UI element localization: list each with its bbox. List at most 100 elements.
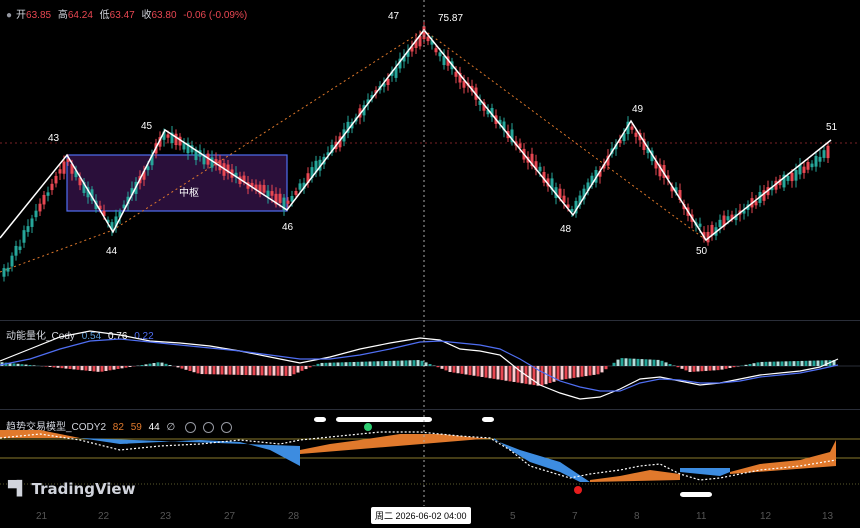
histogram-bar bbox=[676, 366, 680, 368]
candle-body bbox=[570, 208, 574, 213]
candle-body bbox=[634, 132, 638, 137]
toggle-circle-icon[interactable] bbox=[203, 421, 215, 433]
histogram-bar bbox=[188, 366, 192, 371]
trend-area-positive bbox=[0, 430, 836, 482]
histogram-bar bbox=[644, 359, 648, 366]
candle-body bbox=[330, 144, 334, 153]
candle-body bbox=[770, 187, 774, 191]
histogram-bar bbox=[572, 366, 576, 378]
candle-body bbox=[582, 188, 586, 200]
price-chart[interactable] bbox=[0, 0, 860, 320]
toggle-circle-icon[interactable] bbox=[221, 421, 233, 433]
x-tick: 8 bbox=[634, 511, 640, 522]
candle-body bbox=[826, 145, 830, 159]
histogram-bar bbox=[540, 366, 544, 386]
momentum-indicator[interactable] bbox=[0, 321, 860, 409]
histogram-bar bbox=[148, 363, 152, 366]
candle-body bbox=[370, 95, 374, 99]
histogram-bar bbox=[128, 366, 132, 367]
candle-body bbox=[642, 138, 646, 150]
candle-body bbox=[142, 171, 146, 180]
candle-body bbox=[454, 71, 458, 77]
candle-body bbox=[422, 26, 426, 40]
histogram-bar bbox=[272, 366, 276, 376]
histogram-bar bbox=[516, 366, 520, 383]
candle-body bbox=[262, 185, 266, 193]
histogram-bar bbox=[416, 360, 420, 366]
histogram-bar bbox=[232, 366, 236, 375]
histogram-bar bbox=[748, 364, 752, 366]
candle-body bbox=[174, 133, 178, 146]
histogram-bar bbox=[356, 361, 360, 366]
toggle-circle-icon[interactable] bbox=[185, 421, 197, 433]
histogram-bar bbox=[600, 366, 604, 373]
histogram-bar bbox=[216, 366, 220, 375]
histogram-bar bbox=[448, 366, 452, 372]
trend-model-indicator[interactable] bbox=[0, 410, 860, 506]
indicator1-legend[interactable]: 动能量化_Cody 0.54 0.76 0.22 bbox=[6, 327, 158, 342]
histogram-bar bbox=[812, 360, 816, 366]
candle-body bbox=[82, 182, 86, 193]
histogram-bar bbox=[712, 366, 716, 371]
histogram-bar bbox=[332, 362, 336, 366]
candle-body bbox=[58, 169, 62, 174]
candle-body bbox=[674, 187, 678, 193]
x-tick: 7 bbox=[572, 511, 578, 522]
pane-separator[interactable] bbox=[0, 409, 860, 410]
histogram-bar bbox=[372, 361, 376, 366]
candle-body bbox=[2, 268, 6, 277]
histogram-bar bbox=[596, 366, 600, 375]
histogram-bar bbox=[564, 366, 568, 380]
histogram-bar bbox=[732, 366, 736, 368]
histogram-bar bbox=[624, 358, 628, 366]
candle-body bbox=[22, 230, 26, 243]
histogram-bar bbox=[144, 364, 148, 366]
candle-body bbox=[170, 132, 174, 144]
candle-body bbox=[54, 175, 58, 184]
histogram-bar bbox=[212, 366, 216, 375]
histogram-bar bbox=[568, 366, 572, 379]
histogram-bar bbox=[744, 364, 748, 366]
histogram-bar bbox=[492, 366, 496, 379]
histogram-bar bbox=[8, 363, 12, 366]
candle-body bbox=[326, 152, 330, 156]
histogram-bar bbox=[488, 366, 492, 379]
histogram-bar bbox=[292, 366, 296, 375]
x-tick: 23 bbox=[160, 511, 172, 522]
histogram-bar bbox=[832, 360, 836, 366]
candle-body bbox=[726, 216, 730, 221]
candle-body bbox=[214, 159, 218, 166]
label-48: 48 bbox=[560, 224, 572, 235]
candle-body bbox=[794, 169, 798, 181]
visibility-dot-icon[interactable]: ● bbox=[6, 10, 13, 21]
candle-body bbox=[62, 161, 66, 174]
candle-body bbox=[622, 133, 626, 141]
histogram-bar bbox=[440, 366, 444, 369]
indicator2-v1: 82 bbox=[112, 422, 124, 433]
histogram-bar bbox=[176, 366, 180, 368]
bi-zigzag-line bbox=[0, 28, 832, 242]
pane-separator[interactable] bbox=[0, 320, 860, 321]
candle-body bbox=[754, 201, 758, 206]
candle-body bbox=[682, 204, 686, 210]
label-43: 43 bbox=[48, 133, 60, 144]
tradingview-logo[interactable]: ▀▌ TradingView bbox=[8, 480, 135, 498]
histogram-bar bbox=[484, 366, 488, 378]
candle-body bbox=[698, 223, 702, 227]
label-peak-price: 75.87 bbox=[438, 13, 464, 24]
label-46: 46 bbox=[282, 222, 294, 233]
histogram-bar bbox=[692, 366, 696, 372]
indicator2-v3: 44 bbox=[148, 422, 160, 433]
histogram-bar bbox=[700, 366, 704, 372]
momentum-slow-line bbox=[0, 338, 839, 392]
candle-body bbox=[550, 178, 554, 190]
indicator2-legend[interactable]: 趋势交易模型_CODY2 82 59 44 ∅ bbox=[6, 418, 236, 433]
histogram-bar bbox=[776, 361, 780, 366]
candle-body bbox=[318, 159, 322, 171]
crosshair-time-label: 周二 2026-06-02 04:00 bbox=[371, 507, 471, 524]
histogram-bar bbox=[820, 360, 824, 366]
candle-body bbox=[402, 55, 406, 62]
candle-body bbox=[178, 136, 182, 146]
histogram-bar bbox=[796, 361, 800, 366]
candle-body bbox=[306, 173, 310, 183]
